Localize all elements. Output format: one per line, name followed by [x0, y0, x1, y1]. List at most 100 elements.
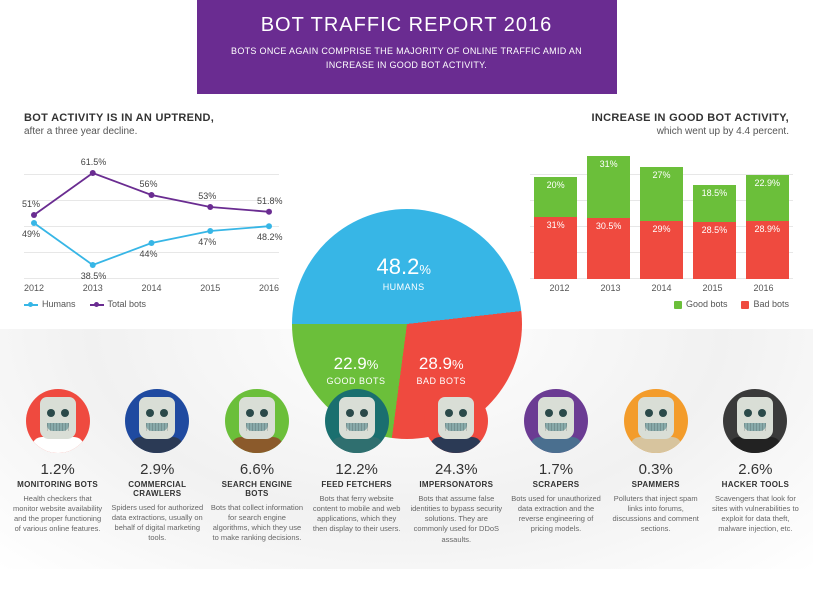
line-point-label: 38.5%	[81, 271, 107, 281]
bot-name: SCRAPERS	[508, 480, 603, 489]
bot-name: MONITORING BOTS	[10, 480, 105, 489]
bot-name: COMMERCIAL CRAWLERS	[110, 480, 205, 498]
bot-name: SEARCH ENGINE BOTS	[209, 480, 304, 498]
bar-segment: 30.5%	[587, 218, 630, 279]
legend-label: Good bots	[686, 299, 728, 309]
pie-slice-label: 48.2%HUMANS	[377, 254, 431, 292]
bar-segment: 27%	[640, 167, 683, 221]
page-title: BOT TRAFFIC REPORT 2016	[207, 14, 607, 37]
bot-description: Bots used for unauthorized data extracti…	[508, 494, 603, 535]
left-column: BOT ACTIVITY IS IN AN UPTREND, after a t…	[24, 112, 279, 309]
legend-label: Humans	[42, 299, 76, 309]
line-point	[266, 209, 272, 215]
bar-chart-legend: Good bots Bad bots	[534, 299, 789, 309]
bot-card: 1.7% SCRAPERS Bots used for unauthorized d…	[508, 389, 603, 545]
line-point-label: 48.2%	[257, 232, 283, 242]
bar-column: 20%31%	[534, 177, 577, 279]
line-chart-xaxis: 2012 2013 2014 2015 2016	[24, 283, 279, 293]
left-title: BOT ACTIVITY IS IN AN UPTREND,	[24, 112, 279, 124]
bar-segment: 20%	[534, 177, 577, 217]
pie-chart: 48.2%HUMANS28.9%BAD BOTS22.9%GOOD BOTS	[292, 209, 522, 439]
bot-percentage: 0.3%	[608, 461, 703, 478]
bot-face	[239, 397, 275, 439]
bot-face	[40, 397, 76, 439]
bar-chart: 20%31%31%30.5%27%29%18.5%28.5%22.9%28.9%	[534, 149, 789, 279]
bot-description: Bots that collect information for search…	[209, 503, 304, 544]
legend-item: Bad bots	[741, 299, 789, 309]
bot-mouth	[346, 423, 368, 431]
bar-chart-bars: 20%31%31%30.5%27%29%18.5%28.5%22.9%28.9%	[534, 149, 789, 279]
xaxis-tick: 2014	[141, 283, 161, 293]
line-chart: 49%38.5%44%47%48.2%51%61.5%56%53%51.8%	[24, 149, 279, 279]
bot-card: 2.9%COMMERCIAL CRAWLERSSpiders used for …	[110, 389, 205, 545]
bot-mouth	[246, 423, 268, 431]
bot-shoulders	[32, 437, 84, 453]
bar-segment: 31%	[534, 217, 577, 279]
right-subtitle: which went up by 4.4 percent.	[534, 126, 789, 137]
legend-swatch	[90, 304, 104, 306]
line-point	[207, 228, 213, 234]
bot-avatar-icon	[624, 389, 688, 453]
xaxis-tick: 2012	[24, 283, 44, 293]
bot-percentage: 1.2%	[10, 461, 105, 478]
legend-label: Total bots	[108, 299, 147, 309]
bot-mouth	[744, 423, 766, 431]
bot-mouth	[645, 423, 667, 431]
legend-item: Total bots	[90, 299, 147, 309]
bar-column: 18.5%28.5%	[693, 185, 736, 279]
bot-description: Health checkers that monitor website ava…	[10, 494, 105, 535]
bot-avatar-icon	[524, 389, 588, 453]
bot-eyes	[638, 409, 674, 417]
bot-percentage: 1.7%	[508, 461, 603, 478]
line-point	[90, 170, 96, 176]
bar-column: 31%30.5%	[587, 156, 630, 279]
legend-item: Humans	[24, 299, 76, 309]
line-point	[31, 220, 37, 226]
bot-shoulders	[430, 437, 482, 453]
bot-mouth	[545, 423, 567, 431]
line-point	[207, 204, 213, 210]
bot-mouth	[47, 423, 69, 431]
bar-segment: 31%	[587, 156, 630, 218]
bot-shoulders	[231, 437, 283, 453]
line-point	[31, 212, 37, 218]
line-point-label: 49%	[22, 229, 40, 239]
bot-mouth	[146, 423, 168, 431]
bot-face	[538, 397, 574, 439]
bot-shoulders	[630, 437, 682, 453]
line-point-label: 47%	[198, 237, 216, 247]
xaxis-tick: 2015	[687, 283, 738, 293]
bar-segment: 22.9%	[746, 175, 789, 221]
bot-face	[737, 397, 773, 439]
right-title: INCREASE IN GOOD BOT ACTIVITY,	[534, 112, 789, 124]
bot-face	[438, 397, 474, 439]
pie-slice-label: 22.9%GOOD BOTS	[327, 354, 386, 386]
bot-avatar-icon	[26, 389, 90, 453]
bot-shoulders	[131, 437, 183, 453]
bot-name: IMPERSONATORS	[409, 480, 504, 489]
bot-percentage: 12.2%	[309, 461, 404, 478]
xaxis-tick: 2016	[259, 283, 279, 293]
bot-eyes	[239, 409, 275, 417]
line-point	[149, 240, 155, 246]
line-point-label: 51.8%	[257, 196, 283, 206]
bot-percentage: 2.9%	[110, 461, 205, 478]
bot-face	[339, 397, 375, 439]
legend-swatch	[741, 301, 749, 309]
bot-eyes	[538, 409, 574, 417]
right-heading: INCREASE IN GOOD BOT ACTIVITY, which wen…	[534, 112, 789, 137]
xaxis-tick: 2013	[83, 283, 103, 293]
bot-eyes	[438, 409, 474, 417]
bot-shoulders	[331, 437, 383, 453]
xaxis-tick: 2013	[585, 283, 636, 293]
bar-segment: 29%	[640, 221, 683, 279]
bot-avatar-icon	[424, 389, 488, 453]
bot-avatar-icon	[325, 389, 389, 453]
line-point	[90, 262, 96, 268]
xaxis-tick: 2012	[534, 283, 585, 293]
xaxis-tick: 2015	[200, 283, 220, 293]
line-point-label: 53%	[198, 191, 216, 201]
bot-shoulders	[530, 437, 582, 453]
bot-percentage: 2.6%	[708, 461, 803, 478]
xaxis-tick: 2014	[636, 283, 687, 293]
